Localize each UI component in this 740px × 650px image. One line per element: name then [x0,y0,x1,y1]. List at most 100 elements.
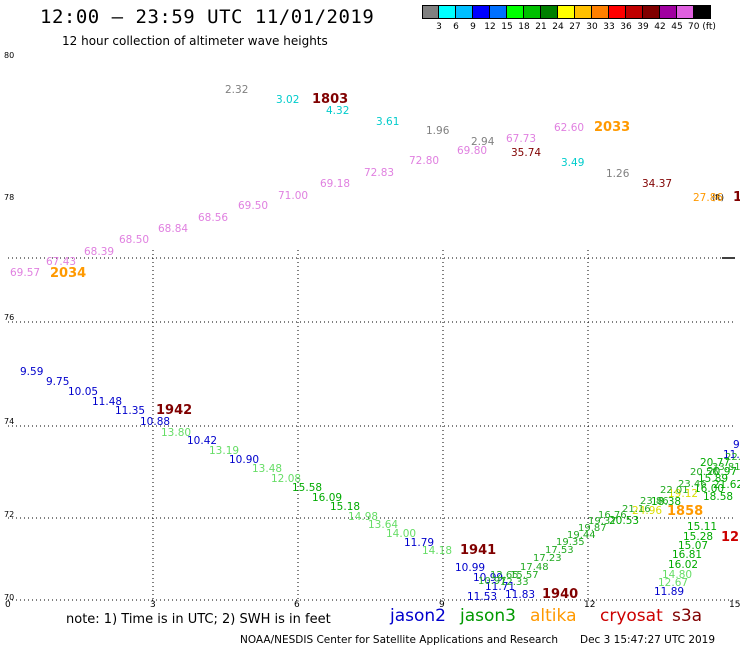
wave-height-label-dense: 15.57 [510,570,539,581]
scale-label: 39 [637,22,649,32]
wave-height-label: 18.38 [651,496,681,508]
wave-height-label: 2033 [594,120,630,135]
wave-height-label: 15.11 [687,521,717,533]
wave-height-label-dense: 16.76 [598,510,627,521]
scale-swatch [609,5,626,19]
wave-height-label-dense: 21.16 [622,504,651,515]
wave-height-label: 1858 [667,504,703,519]
wave-height-label: 69.50 [238,200,268,212]
wave-height-label: 15.28 [683,531,713,543]
wave-height-label: 11.79 [404,537,434,549]
scale-label: 42 [654,22,666,32]
y-unit-label: (ft) [712,193,724,202]
scale-label: 70 (ft) [688,22,716,32]
legend-s3a: s3a [672,606,703,626]
wave-height-label: 1.96 [426,125,450,137]
x-axis-label: 0 [5,600,11,610]
wave-height-label: 72.80 [409,155,439,167]
y-axis-label: 70 [4,593,14,602]
wave-height-label: 1940 [542,587,578,602]
wave-height-label-dense: 17.23 [533,553,562,564]
wave-height-label-dense: 10.97 [478,576,507,587]
scale-label: 12 [484,22,496,32]
wave-height-label: 9.59 [20,366,43,378]
x-axis-label: 15 [729,600,740,610]
wave-height-label: 67.73 [506,133,536,145]
wave-height-label: 10.88 [140,416,170,428]
wave-height-label-dense: 19.37 [588,516,617,527]
wave-height-label: 15.89 [698,473,728,485]
wave-height-label: 21.62 [713,479,740,491]
wave-height-label: 10.90 [229,454,259,466]
legend-altika: altika [530,606,577,626]
scale-swatch [422,5,439,19]
wave-height-label: 13.48 [252,463,282,475]
x-axis-label: 6 [294,600,300,610]
wave-height-label: 11.48 [92,396,122,408]
legend-jason3: jason3 [460,606,516,626]
wave-height-label: 1941 [460,543,496,558]
scale-label: 9 [470,22,476,32]
scale-border [422,5,711,19]
scale-swatch [626,5,643,19]
scale-swatch [592,5,609,19]
wave-height-label-dense: 19.87 [578,523,607,534]
y-axis-label: 76 [4,313,14,322]
scale-label: 3 [436,22,442,32]
map-title: 12:00 — 23:59 UTC 11/01/2019 [40,6,375,28]
y-axis-label: 80 [4,51,14,60]
scale-label: 24 [552,22,564,32]
wave-height-label-dense: 19.44 [567,530,596,541]
wave-height-label: 34.37 [642,178,672,190]
footer-credit: NOAA/NESDIS Center for Satellite Applica… [240,634,558,646]
wave-height-label: 24.96 [632,505,662,517]
wave-height-label: 69.80 [457,145,487,157]
wave-height-label: 35.74 [511,147,541,159]
wave-height-label: 19.12 [668,488,698,500]
scale-swatch [541,5,558,19]
wave-height-label: 10.05 [68,386,98,398]
wave-height-label: 13.80 [161,427,191,439]
wave-height-label: 18.58 [703,491,733,503]
wave-height-label-dense: 19.35 [556,537,585,548]
wave-height-label: 2.94 [471,136,495,148]
wave-height-label-dense: 22.01 [660,485,689,496]
wave-height-label: 27.86 [693,192,723,204]
wave-height-label: 16.81 [672,549,702,561]
scale-label: 45 [671,22,683,32]
wave-height-label: 14.18 [422,545,452,557]
scale-label: 18 [518,22,530,32]
wave-height-label: 13.64 [368,519,398,531]
wave-height-label: 2.32 [225,84,248,96]
x-axis-label: 3 [150,600,156,610]
scale-swatch [524,5,541,19]
wave-height-label: 20.77 [700,457,730,469]
scale-swatch [473,5,490,19]
scale-label: 27 [569,22,581,32]
scale-swatch [677,5,694,19]
wave-height-label: 9.75 [46,376,69,388]
wave-height-label: 16.00 [694,483,724,495]
wave-height-label-dense: 17.53 [545,545,574,556]
wave-height-label: 11. [723,449,740,461]
scale-swatch [558,5,575,19]
legend-jason2: jason2 [390,606,446,626]
wave-height-label: 16.09 [312,492,342,504]
scale-label: 36 [620,22,632,32]
wave-height-label: 9. [733,439,740,451]
wave-height-label: 12.08 [271,473,301,485]
wave-height-label-dense: 22.76 [725,452,740,463]
wave-height-label: 15.07 [678,540,708,552]
wave-height-label: 14.80 [662,569,692,581]
wave-height-label: 1803 [312,92,348,107]
wave-height-label: 10.99 [455,562,485,574]
wave-height-label: 12.67 [658,577,688,589]
wave-height-label-dense: 23.86 [640,496,669,507]
scale-swatch [660,5,677,19]
wave-height-label: 20.97 [707,466,737,478]
wave-height-label: 68.50 [119,234,149,246]
scale-label: 15 [501,22,513,32]
wave-height-label: 14.00 [386,528,416,540]
x-axis-label: 9 [439,600,445,610]
